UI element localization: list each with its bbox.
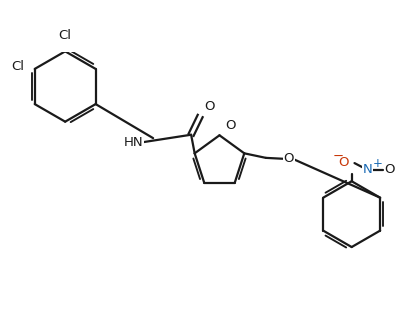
Text: O: O (225, 119, 235, 133)
Text: +: + (372, 157, 382, 170)
Text: N: N (362, 163, 372, 176)
Text: −: − (332, 150, 343, 163)
Text: O: O (384, 163, 394, 176)
Text: HN: HN (123, 136, 143, 149)
Text: O: O (204, 100, 214, 113)
Text: O: O (282, 152, 293, 165)
Text: Cl: Cl (12, 60, 24, 73)
Text: Cl: Cl (59, 29, 71, 42)
Text: O: O (337, 156, 348, 169)
